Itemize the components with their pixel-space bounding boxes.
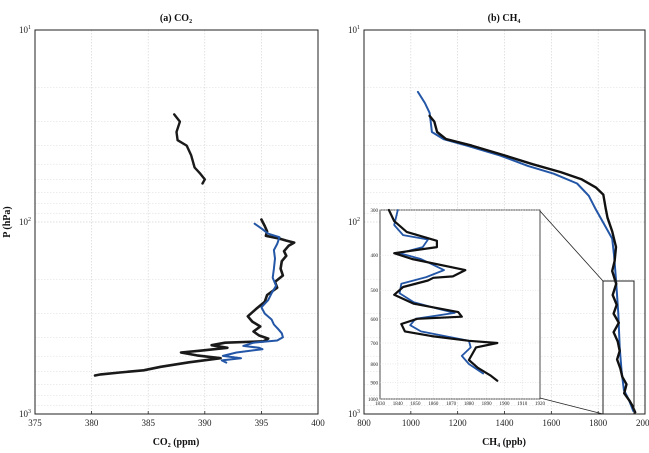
- y-tick-base: 10: [348, 409, 358, 419]
- co2-y-axis-label: P (hPa): [2, 206, 13, 237]
- ch4-x-tick-labels: 800 1000 1200 1400 1600 1800 2000: [357, 418, 649, 428]
- y-tick-label: 101: [19, 25, 31, 35]
- ch4-inset: 1830 1840 1850 1860 1870 1880 1890 1900 1910 1920…: [368, 208, 546, 407]
- zoom-connector-top: [539, 210, 604, 282]
- inset-y-tick-label: 700: [371, 342, 379, 347]
- inset-y-tick-label: 400: [371, 254, 379, 259]
- co2-x-axis-label: CO2 (ppm): [153, 437, 200, 449]
- ch4-x-axis-label: CH4 (ppb): [482, 437, 526, 449]
- x-tick-label: 390: [198, 418, 212, 428]
- inset-x-tick-label: 1880: [464, 402, 475, 407]
- inset-series-group: [387, 208, 499, 382]
- x-tick-label: 1600: [542, 418, 561, 428]
- inset-grid: [380, 209, 540, 400]
- co2-plot-frame: [34, 29, 319, 415]
- ch4-panel-title: (b) CH4: [488, 13, 521, 25]
- y-tick-label: 101: [348, 25, 360, 35]
- x-tick-label: 375: [28, 418, 42, 428]
- inset-x-tick-label: 1900: [499, 402, 510, 407]
- inset-y-tick-label: 900: [371, 381, 379, 386]
- inset-x-tick-labels: 1830 1840 1850 1860 1870 1880 1890 1900 1910 1920: [375, 402, 546, 407]
- y-tick-base: 10: [19, 217, 29, 227]
- x-tick-label: 395: [255, 418, 269, 428]
- y-tick-label: 102: [19, 217, 31, 227]
- y-tick-base: 10: [19, 409, 29, 419]
- inset-x-tick-label: 1830: [375, 402, 386, 407]
- inset-y-tick-labels: 300 400 500 600 700 800 900 1000: [368, 209, 379, 403]
- co2-series-group: [93, 113, 296, 377]
- x-tick-label: 385: [141, 418, 155, 428]
- inset-frame: [379, 209, 541, 400]
- series-line-0: [416, 90, 635, 412]
- zoom-connector-bottom: [539, 397, 604, 415]
- inset-y-tick-label: 500: [371, 289, 379, 294]
- x-tick-label: 1400: [496, 418, 515, 428]
- y-tick-base: 10: [19, 25, 29, 35]
- series-line-1: [93, 218, 296, 377]
- ch4-plot-frame: [363, 29, 646, 415]
- y-tick-exponent: 1: [28, 25, 31, 31]
- inset-x-tick-label: 1920: [535, 402, 546, 407]
- y-tick-label: 103: [348, 409, 360, 419]
- y-tick-exponent: 2: [28, 217, 31, 223]
- x-tick-label: 380: [85, 418, 99, 428]
- y-tick-base: 10: [348, 217, 358, 227]
- inset-x-tick-label: 1870: [446, 402, 457, 407]
- x-tick-label: 800: [357, 418, 371, 428]
- inset-x-tick-label: 1890: [482, 402, 493, 407]
- y-tick-exponent: 3: [28, 409, 31, 415]
- y-tick-exponent: 3: [357, 409, 360, 415]
- inset-x-tick-label: 1910: [517, 402, 528, 407]
- co2-panel-title: (a) CO2: [160, 13, 192, 25]
- co2-x-tick-labels: 375 380 385 390 395 400: [28, 418, 325, 428]
- y-tick-label: 103: [19, 409, 31, 419]
- x-tick-label: 400: [311, 418, 325, 428]
- x-tick-label: 1800: [589, 418, 608, 428]
- zoom-region-box: [602, 280, 635, 415]
- inset-y-tick-label: 1000: [368, 398, 379, 403]
- y-tick-exponent: 1: [357, 25, 360, 31]
- ch4-series-group: [416, 90, 637, 414]
- inset-series-line-1: [387, 208, 499, 382]
- y-tick-exponent: 2: [357, 217, 360, 223]
- series-line-2: [220, 222, 284, 364]
- inset-y-tick-label: 300: [371, 209, 379, 214]
- y-tick-label: 102: [348, 217, 360, 227]
- x-tick-label: 2000: [636, 418, 649, 428]
- inset-series-line-0: [393, 209, 484, 375]
- inset-x-tick-label: 1860: [428, 402, 439, 407]
- x-tick-label: 1200: [449, 418, 468, 428]
- inset-x-tick-label: 1850: [411, 402, 422, 407]
- co2-grid: [34, 29, 319, 415]
- inset-y-tick-label: 600: [371, 318, 379, 323]
- series-line-1: [428, 114, 637, 414]
- inset-x-tick-label: 1840: [393, 402, 404, 407]
- series-line-0: [173, 113, 206, 185]
- y-tick-base: 10: [348, 25, 358, 35]
- inset-y-tick-label: 800: [371, 363, 379, 368]
- x-tick-label: 1000: [402, 418, 421, 428]
